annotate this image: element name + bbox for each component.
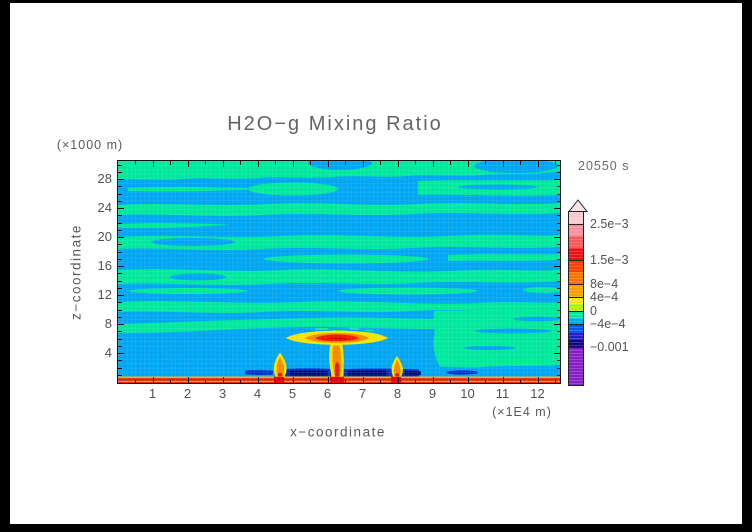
colorbar-tick-label: 8e−4 xyxy=(590,277,619,291)
colorbar-tick-label: 0 xyxy=(590,304,597,318)
colorbar-segment xyxy=(569,324,583,332)
x-tick-labels: 1 2 3 4 5 6 7 8 9 10 11 12 xyxy=(118,386,560,402)
x-tick-label: 4 xyxy=(253,386,262,401)
colorbar-tick xyxy=(569,323,583,325)
colorbar-segment xyxy=(569,311,583,318)
border-left xyxy=(0,0,10,532)
colorbar-segment xyxy=(569,272,583,284)
colorbar-segment xyxy=(569,224,583,236)
x-tick-label: 3 xyxy=(218,386,227,401)
colorbar-tick-label: 2.5e−3 xyxy=(590,217,629,231)
colorbar-segments xyxy=(569,212,583,385)
hatch-texture xyxy=(118,161,560,383)
colorbar-tick-label: −4e−4 xyxy=(590,317,626,331)
x-tick-label: 7 xyxy=(358,386,367,401)
x-tick-label: 12 xyxy=(530,386,545,401)
colorbar-segment xyxy=(569,248,583,260)
x-tick-label: 8 xyxy=(393,386,402,401)
x-tick-label: 9 xyxy=(428,386,437,401)
y-tick-labels: 28 24 20 16 12 8 4 xyxy=(84,161,112,383)
x-tick-label: 6 xyxy=(323,386,332,401)
y-tick-label: 24 xyxy=(97,200,112,215)
border-right xyxy=(742,0,752,532)
colorbar-tick xyxy=(569,259,583,261)
chart-title: H2O−g Mixing Ratio xyxy=(227,113,443,135)
colorbar-segment xyxy=(569,260,583,272)
y-tick-label: 4 xyxy=(104,345,112,360)
colorbar-tick-label: 1.5e−3 xyxy=(590,253,629,267)
x-tick-label: 5 xyxy=(288,386,297,401)
x-axis-unit-label: (×1E4 m) xyxy=(492,405,552,419)
y-tick-label: 12 xyxy=(97,287,112,302)
x-tick-label: 10 xyxy=(460,386,475,401)
colorbar-tick xyxy=(569,223,583,225)
contour-plot xyxy=(117,160,561,384)
x-tick-label: 1 xyxy=(148,386,157,401)
x-tick-label: 11 xyxy=(495,386,510,401)
colorbar-tick-label: −0.001 xyxy=(590,340,629,354)
border-top xyxy=(0,0,752,3)
colorbar-tick-label: 4e−4 xyxy=(590,290,619,304)
timestamp-label: 20550 s xyxy=(578,159,630,173)
y-axis-unit-label: (×1000 m) xyxy=(56,138,124,152)
colorbar-segment xyxy=(569,347,583,385)
colorbar-segment xyxy=(569,317,583,324)
y-axis-title: z−coordinate xyxy=(68,224,84,320)
y-tick-label: 16 xyxy=(97,258,112,273)
y-tick-label: 8 xyxy=(104,316,112,331)
colorbar-segment xyxy=(569,236,583,248)
colorbar-segment xyxy=(569,339,583,347)
colorbar-segment xyxy=(569,212,583,224)
colorbar-segment xyxy=(569,332,583,339)
border-bottom xyxy=(0,524,752,532)
colorbar-tick xyxy=(569,310,583,312)
x-tick-label: 2 xyxy=(183,386,192,401)
colorbar-segment xyxy=(569,284,583,297)
x-axis-title: x−coordinate xyxy=(290,424,386,440)
colorbar-segment xyxy=(569,297,583,304)
colorbar-tick xyxy=(569,283,583,285)
y-tick-label: 20 xyxy=(97,229,112,244)
y-tick-label: 28 xyxy=(97,171,112,186)
colorbar-overflow-arrow xyxy=(568,199,588,212)
colorbar-tick xyxy=(569,346,583,348)
colorbar: 2.5e−3 1.5e−3 8e−4 4e−4 0 −4e−4 −0.001 xyxy=(568,199,698,399)
colorbar-segment xyxy=(569,304,583,311)
colorbar-tick xyxy=(569,296,583,298)
